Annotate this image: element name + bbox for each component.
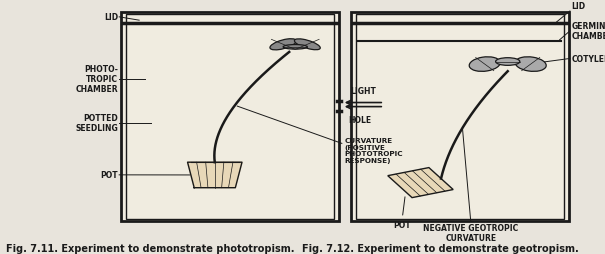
Bar [351, 13, 569, 221]
Text: LID: LID [572, 3, 586, 11]
Text: HOLE: HOLE [348, 116, 371, 125]
Text: NEGATIVE GEOTROPIC
CURVATURE: NEGATIVE GEOTROPIC CURVATURE [423, 224, 518, 243]
Ellipse shape [515, 58, 546, 72]
Text: POT: POT [393, 220, 411, 229]
Ellipse shape [495, 58, 520, 66]
Ellipse shape [295, 40, 320, 51]
Polygon shape [388, 168, 453, 198]
Polygon shape [188, 163, 242, 188]
Ellipse shape [469, 58, 500, 72]
Bar [126, 15, 334, 219]
Text: LIGHT: LIGHT [350, 87, 376, 96]
Text: Fig. 7.12. Experiment to demonstrate geotropism.: Fig. 7.12. Experiment to demonstrate geo… [302, 243, 579, 253]
Text: POTTED
SEEDLING: POTTED SEEDLING [75, 114, 118, 133]
Ellipse shape [283, 45, 307, 50]
Bar [121, 13, 339, 221]
Text: CURVATURE
(POSITIVE
PHOTOTROPIC
RESPONSE): CURVATURE (POSITIVE PHOTOTROPIC RESPONSE… [345, 137, 404, 163]
Text: PHOTO-
TROPIC
CHAMBER: PHOTO- TROPIC CHAMBER [76, 65, 118, 94]
Ellipse shape [270, 40, 296, 51]
Text: COTYLEDON: COTYLEDON [572, 55, 605, 64]
Text: POT: POT [100, 171, 118, 180]
Text: LID: LID [104, 13, 118, 22]
Text: Fig. 7.11. Experiment to demonstrate phototropism.: Fig. 7.11. Experiment to demonstrate pho… [6, 243, 295, 253]
Bar [356, 15, 564, 219]
Text: GERMINATION
CHAMBER: GERMINATION CHAMBER [572, 22, 605, 41]
